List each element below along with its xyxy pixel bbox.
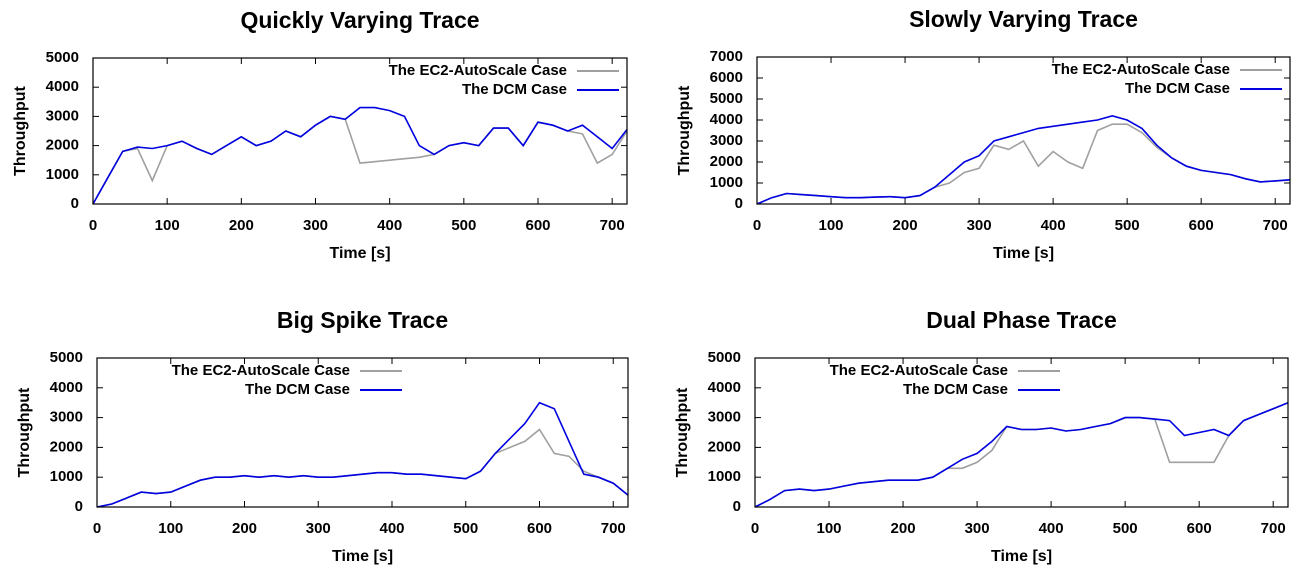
y-tick-label: 3000 <box>46 107 79 124</box>
x-tick-label: 300 <box>306 520 331 537</box>
x-tick-label: 0 <box>93 520 101 537</box>
y-tick-label: 7000 <box>710 48 743 65</box>
y-tick-label: 4000 <box>710 111 743 128</box>
plot-frame <box>96 357 629 508</box>
legend-label: The DCM Case <box>903 381 1008 398</box>
x-axis-label: Time [s] <box>991 548 1052 565</box>
x-tick-label: 200 <box>232 520 257 537</box>
series-line <box>92 115 628 205</box>
x-tick-label: 0 <box>89 217 97 234</box>
x-tick-label: 200 <box>891 520 916 537</box>
y-axis-label: Throughput <box>676 85 693 175</box>
y-tick-label: 1000 <box>50 468 83 485</box>
x-tick-label: 500 <box>451 217 476 234</box>
y-tick-label: 3000 <box>710 132 743 149</box>
legend-label: The EC2-AutoScale Case <box>1052 61 1230 78</box>
x-tick-label: 600 <box>1189 217 1214 234</box>
y-tick-label: 4000 <box>50 379 83 396</box>
series-line <box>96 428 629 508</box>
y-tick-label: 1000 <box>708 468 741 485</box>
x-tick-label: 400 <box>1039 520 1064 537</box>
x-tick-label: 200 <box>229 217 254 234</box>
y-tick-label: 2000 <box>710 153 743 170</box>
x-tick-label: 700 <box>1263 217 1288 234</box>
legend-label: The EC2-AutoScale Case <box>830 362 1008 379</box>
x-tick-label: 300 <box>965 520 990 537</box>
y-axis-label: Throughput <box>16 387 33 477</box>
y-tick-label: 0 <box>733 498 741 515</box>
legend-label: The EC2-AutoScale Case <box>172 362 350 379</box>
chart-title: Big Spike Trace <box>277 307 448 333</box>
x-axis-label: Time [s] <box>993 245 1054 262</box>
x-tick-label: 400 <box>377 217 402 234</box>
x-tick-label: 300 <box>967 217 992 234</box>
y-tick-label: 3000 <box>50 409 83 426</box>
series-line <box>756 123 1291 205</box>
y-axis-label: Throughput <box>674 387 691 477</box>
x-tick-label: 600 <box>525 217 550 234</box>
chart-title: Quickly Varying Trace <box>240 7 479 33</box>
x-tick-label: 500 <box>1113 520 1138 537</box>
x-tick-label: 400 <box>1041 217 1066 234</box>
y-tick-label: 5000 <box>46 49 79 66</box>
x-tick-label: 700 <box>601 520 626 537</box>
y-tick-label: 3000 <box>708 409 741 426</box>
series-line <box>754 401 1289 508</box>
x-tick-label: 500 <box>1115 217 1140 234</box>
y-tick-label: 1000 <box>46 166 79 183</box>
series-line <box>754 401 1289 508</box>
legend-label: The DCM Case <box>245 381 350 398</box>
y-tick-label: 2000 <box>46 137 79 154</box>
chart-title: Dual Phase Trace <box>926 307 1117 333</box>
y-tick-label: 0 <box>71 195 79 212</box>
series-line <box>96 401 629 508</box>
y-tick-label: 4000 <box>708 379 741 396</box>
x-tick-label: 600 <box>1187 520 1212 537</box>
y-tick-label: 2000 <box>708 438 741 455</box>
y-tick-label: 1000 <box>710 174 743 191</box>
x-tick-label: 100 <box>817 520 842 537</box>
plot-frame <box>754 357 1289 508</box>
series-line <box>756 114 1291 205</box>
x-tick-label: 500 <box>453 520 478 537</box>
plot-frame <box>756 56 1291 205</box>
y-tick-label: 5000 <box>710 90 743 107</box>
x-tick-label: 100 <box>158 520 183 537</box>
x-tick-label: 400 <box>379 520 404 537</box>
y-tick-label: 0 <box>75 498 83 515</box>
legend-label: The EC2-AutoScale Case <box>389 62 567 79</box>
x-tick-label: 0 <box>751 520 759 537</box>
x-tick-label: 300 <box>303 217 328 234</box>
legend-label: The DCM Case <box>1125 80 1230 97</box>
x-axis-label: Time [s] <box>329 245 390 262</box>
x-tick-label: 600 <box>527 520 552 537</box>
y-tick-label: 5000 <box>50 349 83 366</box>
legend-label: The DCM Case <box>462 81 567 98</box>
series-line <box>92 106 628 205</box>
y-tick-label: 0 <box>735 195 743 212</box>
y-tick-label: 6000 <box>710 69 743 86</box>
y-axis-label: Throughput <box>12 85 29 175</box>
y-tick-label: 2000 <box>50 438 83 455</box>
x-tick-label: 100 <box>155 217 180 234</box>
y-tick-label: 4000 <box>46 78 79 95</box>
chart-title: Slowly Varying Trace <box>909 6 1138 32</box>
x-tick-label: 0 <box>753 217 761 234</box>
x-tick-label: 200 <box>893 217 918 234</box>
x-tick-label: 100 <box>819 217 844 234</box>
x-tick-label: 700 <box>600 217 625 234</box>
x-axis-label: Time [s] <box>332 548 393 565</box>
y-tick-label: 5000 <box>708 349 741 366</box>
plot-frame <box>92 57 628 205</box>
x-tick-label: 700 <box>1261 520 1286 537</box>
